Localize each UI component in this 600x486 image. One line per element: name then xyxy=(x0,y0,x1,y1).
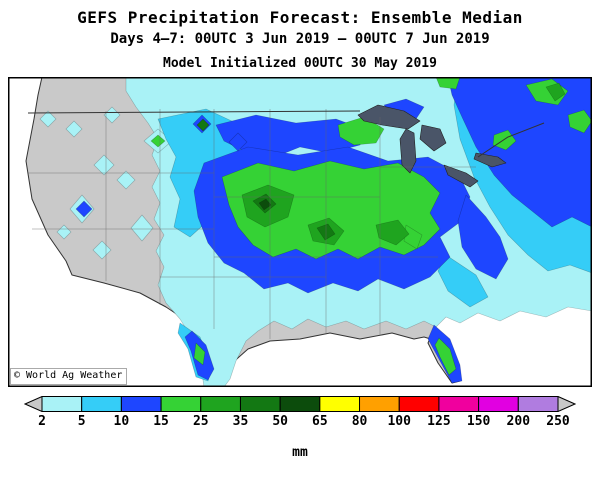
legend-label: 10 xyxy=(113,414,130,429)
legend-colorbar xyxy=(24,396,576,412)
precipitation-map-svg xyxy=(8,77,592,387)
legend-label: 65 xyxy=(312,414,328,429)
forecast-map: © World Ag Weather xyxy=(8,77,592,387)
state-borders xyxy=(28,109,476,339)
forecast-period-subtitle: Days 4—7: 00UTC 3 Jun 2019 — 00UTC 7 Jun… xyxy=(110,31,490,47)
legend-label: 25 xyxy=(192,414,209,429)
legend-label: 100 xyxy=(387,414,411,429)
legend-label: 80 xyxy=(351,414,368,429)
national-borders xyxy=(27,110,545,158)
map-frame xyxy=(8,77,592,387)
legend-label: 2 xyxy=(38,414,46,429)
legend-unit-label: mm xyxy=(292,445,308,460)
legend-label: 150 xyxy=(466,414,491,429)
great-lakes xyxy=(357,104,507,188)
legend-label: 15 xyxy=(153,414,169,429)
legend-label: 5 xyxy=(77,414,86,429)
legend-label: 200 xyxy=(506,414,531,429)
precip-darkest-green-layer xyxy=(258,198,272,211)
legend-labels: 2 5 10 15 25 35 50 65 80 100 125 150 200 250 xyxy=(24,414,576,430)
legend-label: 35 xyxy=(232,414,249,429)
legend-label: 50 xyxy=(272,414,288,429)
page-title: GEFS Precipitation Forecast: Ensemble Me… xyxy=(77,8,523,27)
legend-label: 250 xyxy=(546,414,570,429)
model-init-line: Model Initialized 00UTC 30 May 2019 xyxy=(163,56,437,71)
legend-label: 125 xyxy=(427,414,451,429)
color-scale-legend: 2 5 10 15 25 35 50 65 80 100 125 150 200 250 mm xyxy=(24,396,576,460)
copyright-label: © World Ag Weather xyxy=(10,368,128,385)
